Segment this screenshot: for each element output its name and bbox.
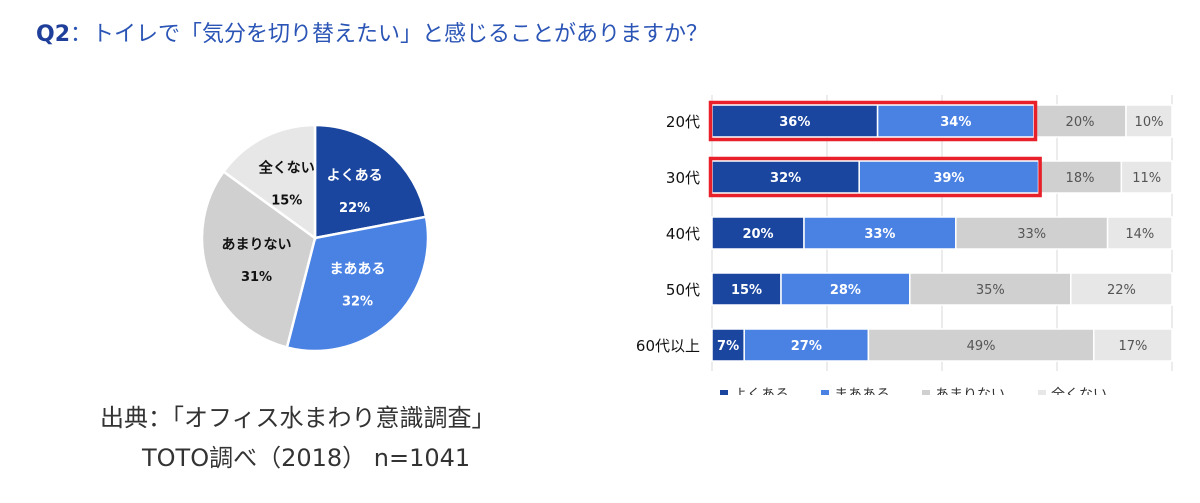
- bar-segment: [803, 216, 957, 250]
- source-line-2: TOTO調べ（2018） n=1041: [142, 444, 471, 472]
- bar-value-label: 49%: [967, 339, 996, 354]
- bar-segment: [1120, 160, 1173, 194]
- legend-swatch: [922, 390, 930, 395]
- bar-segment: [876, 104, 1035, 138]
- bar-segment: [1033, 104, 1127, 138]
- bar-segment: [711, 216, 805, 250]
- bar-segment: [743, 328, 870, 362]
- bar-value-label: 33%: [1017, 227, 1046, 242]
- bar-segment: [909, 272, 1072, 306]
- question-text: トイレで「気分を切り替えたい」と感じることがありますか？: [92, 22, 709, 47]
- bar-value-label: 32%: [770, 171, 801, 186]
- bar-value-label: 28%: [830, 283, 861, 298]
- category-label: 50代: [666, 281, 700, 299]
- question-heading: Q2：トイレで「気分を切り替えたい」と感じることがありますか？: [36, 16, 708, 48]
- category-label: 60代以上: [636, 337, 700, 355]
- bar-value-label: 15%: [731, 283, 762, 298]
- legend-swatch: [1038, 390, 1046, 395]
- bar-value-label: 34%: [940, 115, 971, 130]
- question-number: Q2: [36, 22, 71, 47]
- category-label: 20代: [666, 113, 700, 131]
- pie-slice-label: よくある: [327, 168, 383, 184]
- bar-value-label: 14%: [1125, 227, 1154, 242]
- bar-value-label: 20%: [742, 227, 773, 242]
- bar-value-label: 36%: [779, 115, 810, 130]
- highlight-box: [708, 156, 1042, 198]
- bar-value-label: 22%: [1107, 283, 1136, 298]
- legend-label: あまりない: [935, 387, 1005, 395]
- pie-slice-label: あまりない: [222, 237, 292, 253]
- pie-chart: よくある 22% まあある 32% あまりない 31% 全くない 15%: [200, 123, 430, 353]
- pie-slice-label: まあある: [330, 261, 386, 277]
- bar-segment: [858, 160, 1040, 194]
- pie-slice-value: 32%: [342, 294, 373, 309]
- legend-label: 全くない: [1051, 386, 1107, 395]
- category-label: 30代: [666, 169, 700, 187]
- category-label: 40代: [666, 225, 700, 243]
- bar-value-label: 17%: [1118, 339, 1147, 354]
- bar-segment: [867, 328, 1095, 362]
- bar-segment: [1125, 104, 1173, 138]
- legend-label: まあある: [834, 387, 890, 395]
- bar-value-label: 7%: [717, 339, 739, 354]
- source-note: 出典：「オフィス水まわり意識調査」 TOTO調べ（2018） n=1041: [100, 398, 540, 478]
- pie-slice: [313, 123, 428, 240]
- stacked-bar-chart: 20代 36% 34% 20% 10% 30代 32% 39% 18% 11% 40代 20% 33% 3…: [636, 95, 1173, 395]
- bar-segment: [1106, 216, 1173, 250]
- bar-value-label: 11%: [1132, 171, 1161, 186]
- bar-value-label: 10%: [1135, 115, 1164, 130]
- bar-value-label: 20%: [1066, 115, 1095, 130]
- source-line-1: 出典：「オフィス水まわり意識調査」: [100, 404, 496, 432]
- bar-value-label: 18%: [1066, 171, 1095, 186]
- bar-value-label: 39%: [933, 171, 964, 186]
- legend-swatch: [720, 390, 728, 395]
- legend-swatch: [821, 390, 829, 395]
- pie-slice-label: 全くない: [258, 160, 315, 177]
- pie-slice: [285, 215, 430, 353]
- highlight-box: [708, 100, 1038, 142]
- bar-value-label: 33%: [864, 227, 895, 242]
- legend-label: よくある: [733, 387, 789, 395]
- bar-value-label: 35%: [976, 283, 1005, 298]
- legend: よくある まあある あまりない 全くない: [720, 386, 1107, 395]
- pie-slice: [221, 123, 317, 241]
- pie-slice-value: 22%: [339, 201, 370, 216]
- bar-segment: [780, 272, 911, 306]
- pie-slice: [200, 169, 317, 349]
- question-separator: ：: [70, 22, 93, 47]
- bar-segment: [1070, 272, 1173, 306]
- bar-segment: [1093, 328, 1173, 362]
- bar-segment: [711, 272, 782, 306]
- pie-slice-value: 15%: [271, 194, 302, 209]
- bar-value-label: 27%: [791, 339, 822, 354]
- pie-slice-value: 31%: [241, 270, 272, 285]
- bar-segment: [711, 328, 745, 362]
